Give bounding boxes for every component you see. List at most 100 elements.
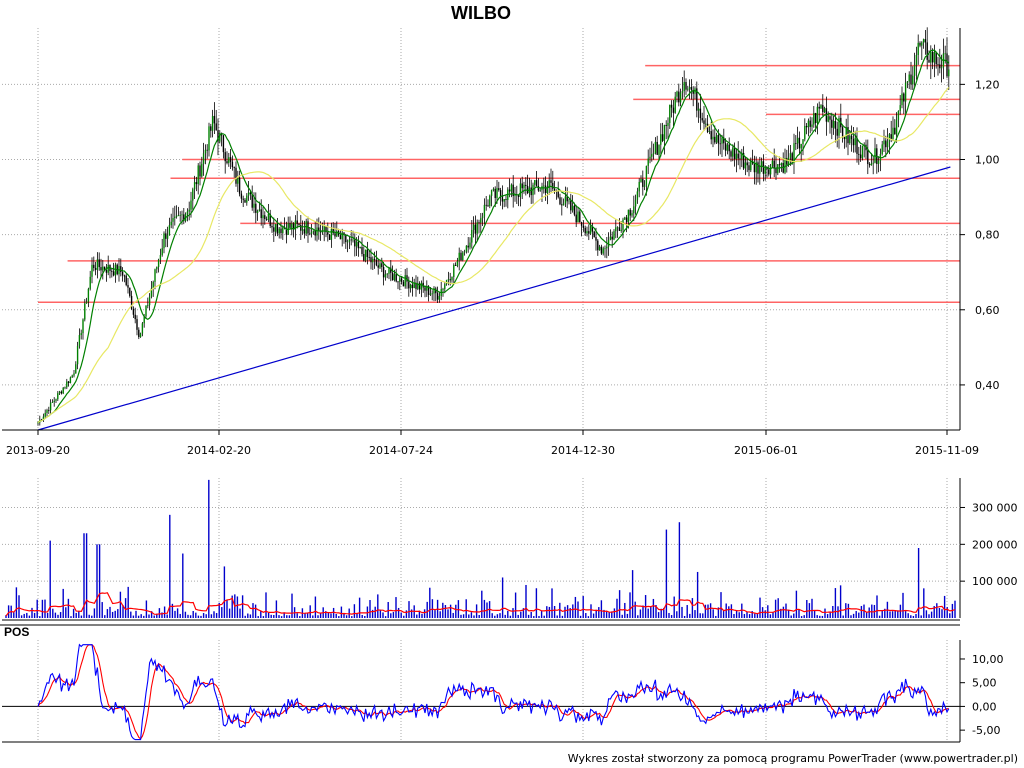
candle-body (683, 81, 685, 92)
candle-body (166, 234, 169, 239)
candle-body (363, 254, 365, 261)
candle-body (80, 333, 82, 336)
candle-body (339, 235, 342, 240)
candle-body (285, 228, 288, 235)
candle-body (933, 51, 936, 63)
candle-body (411, 284, 414, 289)
candle-body (712, 136, 714, 140)
candle-body (107, 264, 109, 273)
candle-body (370, 257, 372, 263)
candle-body (303, 229, 306, 234)
price-y-tick-label: 0,80 (975, 229, 1000, 242)
candle-body (917, 42, 919, 55)
candle-body (602, 248, 604, 254)
candle-body (867, 150, 869, 164)
candle-body (296, 220, 298, 224)
candle-body (564, 196, 567, 204)
candle-body (773, 160, 775, 168)
candle-body (831, 119, 833, 128)
candle-body (771, 160, 774, 166)
candle-body (121, 272, 124, 276)
candle-body (557, 191, 559, 198)
candle-body (231, 161, 234, 168)
candle-body (562, 203, 565, 206)
candle-body (193, 182, 196, 190)
candle-body (462, 252, 464, 261)
candle-body (120, 266, 122, 273)
candle-body (264, 215, 266, 220)
candle-body (571, 205, 574, 211)
candle-body (570, 200, 572, 211)
candle-body (175, 215, 178, 217)
candle-body (894, 127, 896, 135)
candle-body (665, 125, 667, 126)
candle-body (481, 216, 484, 219)
candle-body (355, 241, 358, 247)
candle-body (292, 223, 295, 230)
volume-y-tick-label: 100 000 (972, 575, 1018, 588)
candle-body (111, 270, 113, 272)
candle-body (395, 274, 397, 282)
candle-body (246, 195, 248, 203)
candle-body (102, 266, 104, 271)
price-x-tick-label: 2015-11-09 (915, 444, 979, 457)
candle-body (271, 225, 273, 228)
candle-body (910, 74, 912, 85)
candle-body (274, 223, 277, 232)
candle-body (161, 248, 163, 256)
candle-body (438, 295, 441, 300)
candle-body (597, 240, 599, 251)
candle-body (348, 239, 351, 242)
candle-body (436, 293, 439, 300)
candle-body (778, 164, 781, 166)
candle-body (350, 239, 352, 241)
candle-body (885, 140, 887, 148)
candle-body (543, 185, 545, 187)
candle-body (148, 296, 151, 306)
candle-body (789, 153, 792, 158)
candle-body (336, 231, 338, 237)
candle-body (476, 222, 478, 234)
candle-body (377, 265, 379, 268)
candle-body (579, 211, 581, 223)
candle-body (130, 295, 133, 309)
candle-body (147, 305, 149, 306)
candle-body (719, 143, 721, 145)
candle-body (278, 228, 280, 234)
candle-body (127, 285, 129, 288)
candle-body (211, 115, 214, 131)
candle-body (607, 239, 610, 247)
price-y-tick-label: 0,40 (975, 379, 1000, 392)
candle-body (519, 183, 522, 197)
candle-body (85, 301, 88, 304)
candle-body (728, 144, 730, 152)
candle-body (546, 188, 549, 194)
candle-body (210, 126, 212, 131)
candle-body (361, 246, 363, 255)
candle-body (688, 87, 691, 89)
candle-body (51, 402, 54, 403)
candle-body (861, 145, 864, 159)
candle-body (76, 345, 79, 365)
candle-body (591, 226, 594, 232)
candle-body (676, 91, 678, 97)
candle-body (539, 190, 541, 191)
candle-body (318, 227, 320, 231)
candle-body (672, 107, 675, 113)
candle-body (741, 152, 743, 160)
candle-body (364, 249, 367, 261)
candle-body (64, 387, 66, 389)
candle-body (537, 185, 540, 191)
candle-body (256, 210, 259, 213)
candle-body (849, 135, 851, 144)
candle-body (642, 178, 644, 187)
candle-body (404, 275, 406, 287)
price-x-tick-label: 2015-06-01 (734, 444, 798, 457)
candle-body (715, 135, 718, 143)
candle-body (780, 162, 783, 166)
price-x-tick-label: 2014-02-20 (187, 444, 251, 457)
candle-body (48, 410, 50, 411)
candle-body (510, 184, 513, 192)
candle-body (501, 196, 504, 202)
